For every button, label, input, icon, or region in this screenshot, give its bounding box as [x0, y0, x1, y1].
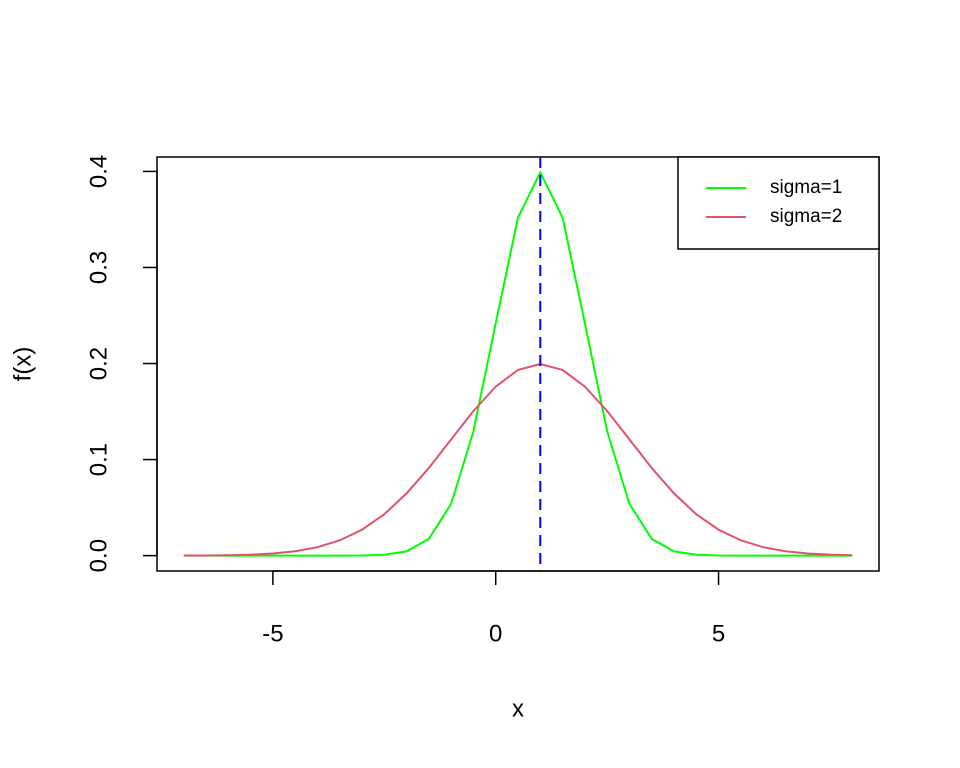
y-tick-label: 0.3 [85, 251, 112, 284]
legend-box [677, 156, 880, 250]
y-axis-label: f(x) [9, 347, 36, 382]
y-tick-label: 0.2 [85, 347, 112, 380]
y-tick-label: 0.4 [85, 155, 112, 188]
series-line [183, 170, 853, 557]
x-tick-label: -5 [262, 620, 283, 647]
series-line [183, 362, 853, 557]
legend-label: sigma=1 [770, 177, 842, 198]
y-tick-label: 0.0 [85, 539, 112, 572]
x-tick-label: 5 [712, 620, 725, 647]
x-axis-label: x [512, 695, 524, 722]
legend-label: sigma=2 [770, 206, 842, 227]
y-tick-label: 0.1 [85, 443, 112, 476]
x-tick-label: 0 [489, 620, 502, 647]
